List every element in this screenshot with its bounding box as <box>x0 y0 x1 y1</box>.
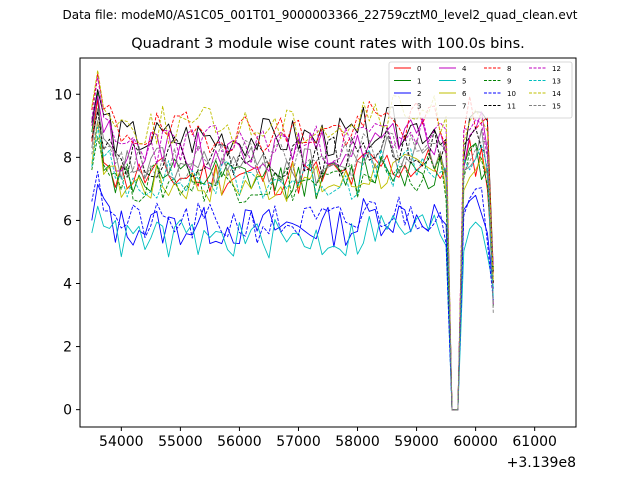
x-tick-label: 54000 <box>99 434 144 450</box>
series-line-13 <box>91 126 494 411</box>
y-tick-label: 8 <box>63 150 72 166</box>
legend-label-4: 4 <box>462 65 467 73</box>
x-tick-label: 61000 <box>512 434 557 450</box>
series-layer <box>91 69 494 411</box>
series-line-8 <box>91 73 494 411</box>
y-tick-label: 4 <box>63 277 72 293</box>
series-line-9 <box>91 136 494 411</box>
y-tick-label: 2 <box>63 340 72 356</box>
x-offset-label: +3.139e8 <box>507 455 576 471</box>
legend-label-1: 1 <box>417 78 421 86</box>
series-line-3 <box>91 89 494 411</box>
y-tick-label: 10 <box>54 87 72 103</box>
legend-label-0: 0 <box>417 65 421 73</box>
series-line-4 <box>91 95 494 411</box>
series-line-15 <box>91 120 494 411</box>
x-tick-label: 56000 <box>217 434 262 450</box>
series-line-11 <box>91 110 494 411</box>
legend-label-5: 5 <box>462 78 466 86</box>
x-tick-label: 59000 <box>394 434 439 450</box>
legend-label-13: 13 <box>552 78 561 86</box>
series-line-0 <box>91 98 494 411</box>
legend-label-3: 3 <box>417 103 421 111</box>
series-line-5 <box>91 205 494 411</box>
x-tick-label: 60000 <box>453 434 498 450</box>
legend-label-2: 2 <box>417 90 421 98</box>
x-axis: 54000 55000 56000 57000 58000 59000 60000 61000 <box>99 427 557 450</box>
y-tick-label: 6 <box>63 213 72 229</box>
legend-label-14: 14 <box>552 90 561 98</box>
x-tick-label: 58000 <box>335 434 380 450</box>
plot-frame <box>79 57 577 428</box>
y-tick-label: 0 <box>63 403 72 419</box>
legend-label-9: 9 <box>507 78 511 86</box>
legend-label-10: 10 <box>507 90 516 98</box>
x-tick-label: 55000 <box>158 434 203 450</box>
legend-label-8: 8 <box>507 65 511 73</box>
y-axis: 0 2 4 6 8 10 <box>54 87 80 419</box>
legend-label-11: 11 <box>507 103 516 111</box>
series-line-1 <box>91 92 494 411</box>
chart-title: Quadrant 3 module wise count rates with … <box>131 36 525 52</box>
x-tick-label: 57000 <box>276 434 321 450</box>
series-line-10 <box>91 170 494 411</box>
series-line-12 <box>91 76 494 411</box>
legend-label-7: 7 <box>462 103 466 111</box>
legend-label-15: 15 <box>552 103 561 111</box>
legend-label-6: 6 <box>462 90 467 98</box>
suptitle: Data file: modeM0/AS1C05_001T01_90000033… <box>62 8 578 22</box>
legend-box <box>388 61 573 119</box>
legend-label-12: 12 <box>552 65 561 73</box>
